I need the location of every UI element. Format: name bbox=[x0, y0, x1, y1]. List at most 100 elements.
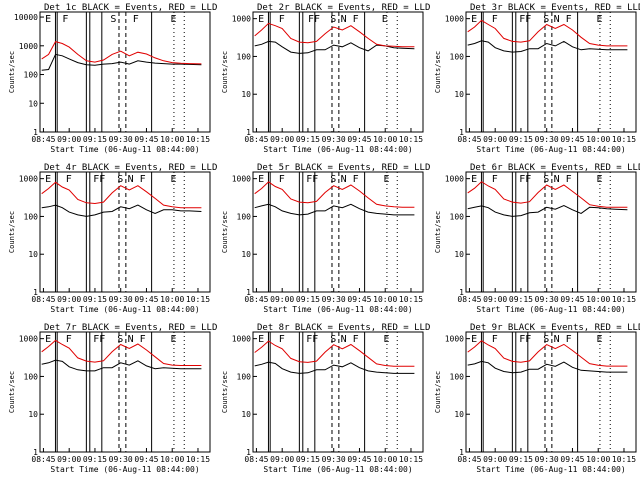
y-axis-label: Counts/sec bbox=[8, 51, 16, 93]
panel-title: Det 1c BLACK = Events, RED = LLD bbox=[44, 3, 217, 13]
x-tick-label: 09:45 bbox=[347, 295, 371, 304]
x-tick-label: 10:00 bbox=[373, 455, 397, 464]
x-axis-label: Start Time (06-Aug-11 08:44:00) bbox=[476, 305, 625, 314]
y-tick-label: 10 bbox=[454, 250, 464, 259]
x-tick-label: 09:30 bbox=[109, 455, 133, 464]
x-tick-label: 09:00 bbox=[57, 295, 81, 304]
y-tick-label: 100 bbox=[24, 212, 39, 221]
x-tick-label: 09:30 bbox=[322, 135, 346, 144]
y-tick-label: 100 bbox=[24, 372, 39, 381]
x-tick-label: 09:45 bbox=[347, 455, 371, 464]
plot-frame bbox=[252, 171, 424, 293]
y-axis-label: Counts/sec bbox=[434, 211, 442, 253]
y-tick-label: 10 bbox=[28, 99, 38, 108]
y-tick-label: 100 bbox=[237, 212, 252, 221]
x-tick-label: 10:00 bbox=[586, 295, 610, 304]
interval-label: E bbox=[471, 174, 477, 185]
x-tick-label: 10:00 bbox=[586, 135, 610, 144]
x-tick-label: 10:00 bbox=[373, 295, 397, 304]
interval-label: FF bbox=[519, 14, 531, 25]
events-series-line bbox=[41, 359, 202, 372]
x-tick-label: 09:30 bbox=[109, 135, 133, 144]
x-tick-label: 09:15 bbox=[83, 135, 107, 144]
interval-label: FF bbox=[306, 334, 318, 345]
interval-label: S bbox=[543, 334, 549, 345]
y-tick-label: 1000 bbox=[232, 175, 251, 184]
x-tick-label: 09:00 bbox=[270, 455, 294, 464]
y-axis-label: Counts/sec bbox=[221, 211, 229, 253]
interval-label: F bbox=[140, 334, 146, 345]
interval-label: E bbox=[171, 14, 177, 25]
interval-label: F bbox=[279, 174, 285, 185]
events-series-line bbox=[41, 53, 202, 71]
interval-label: E bbox=[258, 174, 264, 185]
y-tick-label: 10 bbox=[241, 90, 251, 99]
interval-label: F bbox=[62, 14, 68, 25]
interval-label: N bbox=[554, 174, 560, 185]
events-series-line bbox=[467, 40, 628, 53]
x-tick-label: 10:00 bbox=[373, 135, 397, 144]
y-tick-label: 1000 bbox=[445, 15, 464, 24]
y-tick-label: 10 bbox=[28, 410, 38, 419]
plot-frame bbox=[39, 171, 211, 293]
lld-series-line bbox=[41, 181, 202, 209]
lld-series-line bbox=[254, 22, 415, 48]
y-tick-label: 1 bbox=[459, 448, 464, 457]
x-tick-label: 09:15 bbox=[509, 135, 533, 144]
y-tick-label: 1 bbox=[246, 288, 251, 297]
x-tick-label: 09:45 bbox=[134, 135, 158, 144]
x-tick-label: 09:00 bbox=[57, 135, 81, 144]
interval-label: E bbox=[471, 14, 477, 25]
y-tick-label: 10 bbox=[454, 410, 464, 419]
y-tick-label: 100 bbox=[450, 212, 465, 221]
interval-label: FF bbox=[306, 174, 318, 185]
x-axis-label: Start Time (06-Aug-11 08:44:00) bbox=[50, 305, 199, 314]
x-tick-label: 10:15 bbox=[399, 135, 423, 144]
x-tick-label: 09:00 bbox=[270, 295, 294, 304]
interval-label: FF bbox=[519, 174, 531, 185]
y-tick-label: 1000 bbox=[445, 335, 464, 344]
y-tick-label: 1 bbox=[459, 128, 464, 137]
interval-label: E bbox=[258, 334, 264, 345]
plot-frame bbox=[252, 11, 424, 133]
interval-label: F bbox=[133, 14, 139, 25]
y-tick-label: 10 bbox=[454, 90, 464, 99]
interval-label: FF bbox=[308, 14, 320, 25]
interval-label: F bbox=[279, 14, 285, 25]
interval-label: E bbox=[171, 174, 177, 185]
plot-frame bbox=[39, 331, 211, 453]
y-tick-label: 1 bbox=[246, 128, 251, 137]
x-tick-label: 09:00 bbox=[483, 135, 507, 144]
x-tick-label: 10:00 bbox=[586, 455, 610, 464]
x-tick-label: 09:15 bbox=[296, 455, 320, 464]
x-axis-label: Start Time (06-Aug-11 08:44:00) bbox=[50, 145, 199, 154]
x-tick-label: 08:45 bbox=[31, 295, 55, 304]
y-tick-label: 1000 bbox=[445, 175, 464, 184]
plot-frame bbox=[465, 11, 637, 133]
y-tick-label: 1000 bbox=[19, 42, 38, 51]
plot-frame bbox=[39, 11, 211, 133]
x-tick-label: 09:45 bbox=[560, 455, 584, 464]
lld-series-line bbox=[41, 339, 202, 366]
interval-label: S bbox=[117, 174, 123, 185]
interval-label: F bbox=[353, 174, 359, 185]
x-tick-label: 08:45 bbox=[31, 135, 55, 144]
x-tick-label: 09:45 bbox=[560, 295, 584, 304]
interval-label: E bbox=[45, 174, 51, 185]
x-tick-label: 09:00 bbox=[483, 295, 507, 304]
x-tick-label: 09:30 bbox=[322, 295, 346, 304]
x-tick-label: 10:15 bbox=[612, 135, 636, 144]
y-tick-label: 1000 bbox=[232, 15, 251, 24]
x-tick-label: 10:15 bbox=[612, 295, 636, 304]
interval-label: F bbox=[566, 174, 572, 185]
x-tick-label: 09:15 bbox=[296, 135, 320, 144]
x-tick-label: 09:30 bbox=[322, 455, 346, 464]
x-axis-label: Start Time (06-Aug-11 08:44:00) bbox=[263, 145, 412, 154]
x-axis-label: Start Time (06-Aug-11 08:44:00) bbox=[263, 305, 412, 314]
y-axis-label: Counts/sec bbox=[434, 51, 442, 93]
